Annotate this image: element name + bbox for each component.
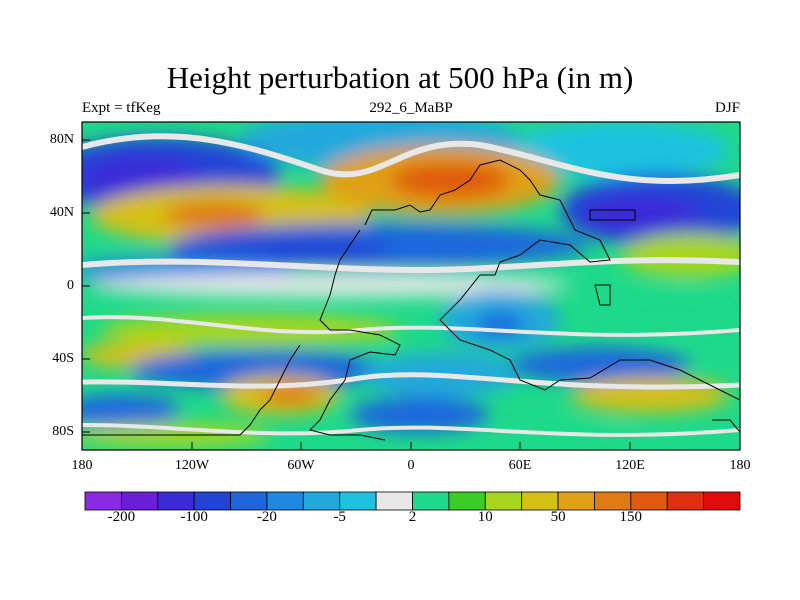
lat-tick-label: 40S [52,351,74,366]
colorbar-swatch [594,491,632,511]
lat-tick-label: 40N [49,205,74,220]
lon-tick-label: 0 [407,458,415,473]
experiment-label: Expt = tfKeg [82,100,161,116]
colorbar-swatch [84,491,122,511]
colorbar-swatch [448,491,486,511]
lat-tick-label: 0 [67,278,74,293]
lon-tick-label: 120W [174,458,210,473]
colorbar-swatch [193,491,231,511]
lat-tick-label: 80N [49,132,74,147]
colorbar-swatch [521,491,559,511]
colorbar-swatch [703,491,741,511]
run-label: 292_6_MaBP [369,100,453,116]
colorbar-swatch [230,491,268,511]
colorbar-label: 150 [619,509,643,525]
colorbar [84,491,741,511]
colorbar-label: -200 [107,509,136,525]
colorbar-label: -100 [180,509,208,525]
chart-title: Height perturbation at 500 hPa (in m) [166,60,634,95]
lon-tick-label: 180 [729,458,751,473]
axis-ticks [81,139,741,450]
colorbar-swatch [484,491,523,511]
colorbar-label: 10 [477,509,493,525]
contour-field [82,122,740,450]
lat-tick-label: 80S [52,424,74,439]
colorbar-swatch [339,491,377,511]
colorbar-swatch [630,491,668,511]
lon-tick-label: 120E [615,458,645,473]
lon-tick-label: 60W [287,458,315,473]
colorbar-swatch [157,491,195,511]
season-label: DJF [714,100,740,116]
coastlines [82,159,740,441]
colorbar-label: 2 [408,509,417,525]
colorbar-swatch [302,491,341,511]
lon-tick-label: 60E [508,458,532,473]
colorbar-swatch [666,491,705,511]
colorbar-swatch [120,491,159,511]
colorbar-label: 50 [550,509,566,525]
lon-tick-label: 180 [71,458,93,473]
colorbar-label: -20 [256,509,277,525]
colorbar-swatch [412,491,450,511]
colorbar-swatch [266,491,304,511]
colorbar-swatch [557,491,595,511]
colorbar-label: -5 [333,509,346,525]
colorbar-swatch [375,491,413,511]
